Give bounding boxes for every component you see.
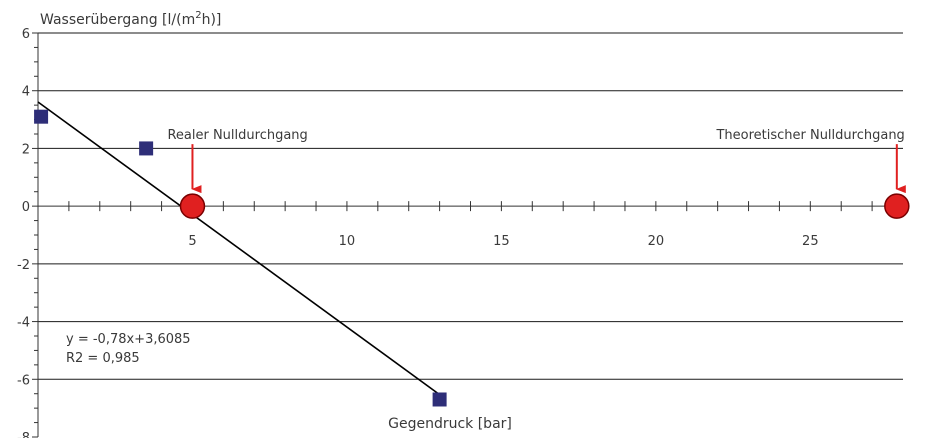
axes bbox=[32, 32, 904, 438]
y-tick-label: 0 bbox=[22, 200, 30, 215]
y-axis-label: Wasserübergang [l/(m2h)] bbox=[40, 10, 221, 28]
data-points bbox=[34, 109, 447, 407]
x-tick-label: 5 bbox=[188, 234, 196, 249]
trendline-r2: R2 = 0,985 bbox=[66, 351, 140, 366]
y-tick-label: 4 bbox=[22, 85, 30, 100]
annotation-label: Theoretischer Nulldurchgang bbox=[715, 128, 904, 143]
grid-lines bbox=[38, 32, 903, 380]
data-point bbox=[432, 392, 447, 407]
data-point bbox=[139, 141, 154, 156]
zero-crossing-marker bbox=[179, 193, 206, 219]
y-tick-label: -2 bbox=[17, 258, 30, 273]
x-tick-label: 10 bbox=[339, 234, 356, 249]
y-tick-label: 2 bbox=[22, 142, 30, 157]
x-tick-label: 20 bbox=[648, 234, 665, 249]
zero-crossing-marker bbox=[884, 193, 910, 219]
trendline-group bbox=[37, 101, 441, 396]
trendline bbox=[37, 101, 441, 396]
trendline-equation: y = -0,78x+3,6085 bbox=[66, 332, 191, 347]
annotations: Realer Nulldurchgang Theoretischer Nulldu… bbox=[167, 128, 910, 219]
data-point bbox=[34, 109, 49, 124]
x-axis-label: Gegendruck [bar] bbox=[388, 416, 512, 432]
y-tick-label: -8 bbox=[17, 431, 30, 438]
annotation-label: Realer Nulldurchgang bbox=[167, 128, 307, 143]
y-tick-label: -6 bbox=[17, 373, 30, 388]
x-tick-label: 15 bbox=[493, 234, 510, 249]
y-tick-label: -4 bbox=[17, 316, 30, 331]
x-tick-label: 25 bbox=[802, 234, 819, 249]
y-tick-label: 6 bbox=[22, 27, 30, 42]
